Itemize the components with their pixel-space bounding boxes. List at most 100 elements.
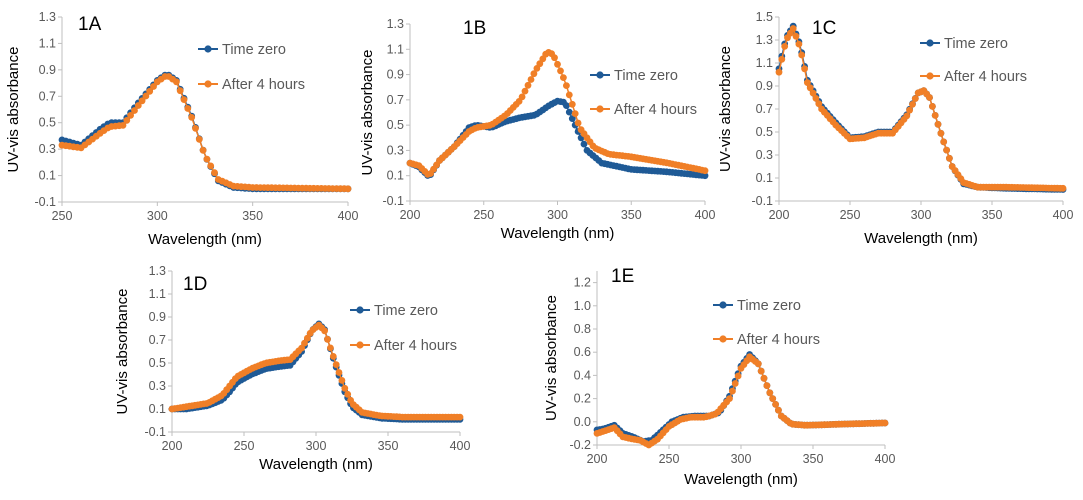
legend-label: Time zero [374, 303, 438, 319]
x-tick-label: 300 [911, 208, 932, 222]
y-tick-label: 0.4 [574, 368, 591, 382]
data-point [176, 87, 184, 95]
data-point [940, 138, 948, 146]
chart-panel-1a: -0.1 0.1 0.3 0.5 0.7 0.9 1.1 1.3 250 300 350 400 Wav… [5, 10, 358, 248]
y-tick-label: 0.2 [574, 392, 591, 406]
y-tick-label: 1.3 [149, 264, 166, 278]
x-axis-label: Wavelength (nm) [259, 456, 373, 473]
legend-marker [356, 341, 364, 349]
data-point [731, 380, 739, 387]
x-tick-label: 300 [306, 439, 327, 453]
legend-label: After 4 hours [944, 69, 1027, 85]
data-point [934, 120, 942, 128]
data-point [344, 185, 352, 193]
data-point [192, 124, 199, 132]
data-point [906, 106, 913, 114]
data-point [518, 93, 526, 101]
y-tick-label: 1.0 [574, 299, 591, 313]
y-axis-label: UV-vis absorbance [5, 47, 22, 173]
legend-entry: After 4 hours [590, 102, 697, 118]
y-tick-label: 1.1 [39, 36, 56, 50]
data-point [568, 115, 576, 122]
data-point [344, 390, 352, 398]
data-point [321, 327, 328, 335]
data-point [911, 95, 919, 102]
data-point [456, 413, 464, 421]
y-tick-label: -0.1 [751, 194, 773, 208]
legend-marker [204, 80, 212, 88]
x-tick-label: 200 [587, 452, 608, 466]
data-point [775, 406, 782, 414]
data-point [701, 167, 709, 175]
series-time-zero [168, 320, 464, 423]
data-point [798, 51, 806, 59]
x-tick-label: 300 [547, 208, 568, 222]
data-point [211, 169, 218, 177]
data-point [795, 40, 803, 48]
y-tick-label: 0.3 [39, 142, 56, 156]
legend-label: Time zero [222, 42, 286, 58]
data-point [199, 146, 207, 154]
legend-entry: After 4 hours [920, 69, 1027, 85]
y-tick-label: 0.7 [387, 93, 404, 107]
y-tick-label: 0.5 [149, 356, 166, 370]
legend-label: After 4 hours [222, 77, 305, 93]
chart-panel-1c: -0.1 0.1 0.3 0.5 0.7 0.9 1.1 1.3 1.5 200 250 300 350… [717, 10, 1073, 247]
data-point [207, 162, 215, 170]
x-tick-label: 200 [162, 439, 183, 453]
y-tick-label: 1.2 [574, 276, 591, 290]
y-tick-label: 1.1 [387, 42, 404, 56]
data-point [329, 353, 337, 360]
data-point [766, 389, 774, 397]
panel-label: 1A [78, 14, 102, 35]
legend-entry: Time zero [198, 42, 286, 58]
x-tick-label: 300 [731, 452, 752, 466]
data-point [757, 367, 765, 375]
y-tick-label: 0.1 [39, 169, 56, 183]
data-point [524, 81, 532, 89]
y-tick-label: 0.7 [39, 89, 56, 103]
data-point [754, 360, 762, 368]
legend-entry: Time zero [713, 298, 801, 314]
legend-marker [719, 301, 727, 309]
y-tick-label: 0.9 [39, 63, 56, 77]
legend-marker [926, 72, 934, 80]
x-tick-label: 200 [400, 208, 421, 222]
legend-label: Time zero [614, 68, 678, 84]
data-point [298, 344, 305, 352]
y-tick-label: 0.8 [574, 322, 591, 336]
legend-label: Time zero [737, 298, 801, 314]
y-tick-label: 0.1 [756, 171, 773, 185]
y-tick-label: 1.5 [756, 10, 773, 24]
legend-marker [356, 306, 364, 314]
data-point [560, 74, 567, 81]
x-tick-label: 400 [875, 452, 896, 466]
legend-marker [596, 71, 604, 79]
data-point [119, 122, 127, 129]
y-tick-label: 0.5 [387, 118, 404, 132]
data-point [792, 32, 800, 40]
chart-panel-1b: -0.1 0.1 0.3 0.5 0.7 0.9 1.1 1.3 200 250 300 350 400… [359, 17, 715, 242]
data-point [180, 96, 188, 103]
legend-label: After 4 hours [737, 332, 820, 348]
data-point [327, 344, 334, 352]
data-point [173, 78, 180, 86]
panel-label: 1E [611, 266, 634, 287]
data-point [801, 65, 808, 73]
data-point [726, 395, 733, 402]
data-point [809, 89, 817, 97]
x-axis-label: Wavelength (nm) [864, 230, 978, 247]
x-tick-label: 350 [242, 209, 263, 223]
y-axis-label: UV-vis absorbance [717, 46, 734, 172]
y-tick-label: 0.7 [756, 102, 773, 116]
legend-label: After 4 hours [374, 338, 457, 354]
y-tick-label: 0.3 [149, 379, 166, 393]
data-point [134, 102, 142, 109]
data-point [903, 112, 911, 120]
data-point [812, 95, 820, 102]
data-point [946, 154, 953, 162]
chart-panel-1e: -0.2 0.0 0.2 0.4 0.6 0.8 1.0 1.2 200 250 300 350 400… [543, 266, 895, 488]
x-tick-label: 350 [982, 208, 1003, 222]
data-point [551, 54, 558, 62]
legend-entry: After 4 hours [350, 338, 457, 354]
